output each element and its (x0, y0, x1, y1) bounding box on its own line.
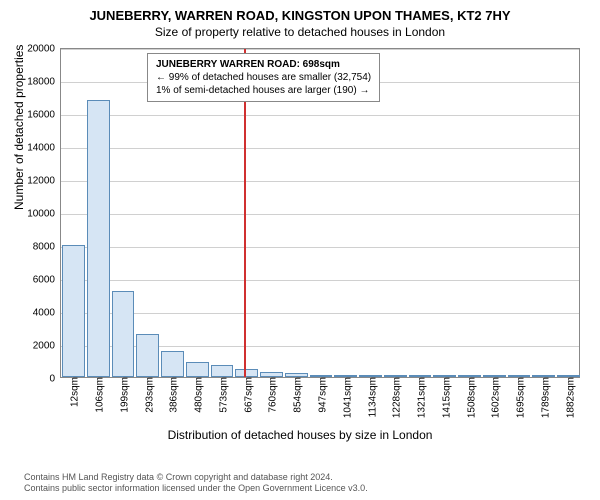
annotation-title: JUNEBERRY WARREN ROAD: 698sqm (156, 58, 371, 71)
x-tick-label: 386sqm (165, 377, 180, 413)
gridline (61, 181, 579, 182)
y-axis-label: Number of detached properties (12, 45, 26, 210)
annotation-line-2: 1% of semi-detached houses are larger (1… (156, 84, 371, 97)
gridline (61, 148, 579, 149)
y-tick-label: 8000 (33, 242, 61, 253)
x-axis-label: Distribution of detached houses by size … (0, 428, 600, 442)
y-tick-label: 14000 (27, 143, 61, 154)
x-tick-label: 1415sqm (437, 377, 452, 418)
x-tick-label: 667sqm (239, 377, 254, 413)
histogram-bar (136, 334, 159, 377)
histogram-bar (186, 362, 209, 377)
footer-attribution: Contains HM Land Registry data © Crown c… (24, 472, 368, 495)
footer-line-2: Contains public sector information licen… (24, 483, 368, 494)
x-tick-label: 947sqm (314, 377, 329, 413)
histogram-bar (161, 351, 184, 377)
x-tick-label: 1508sqm (462, 377, 477, 418)
gridline (61, 247, 579, 248)
x-tick-label: 480sqm (190, 377, 205, 413)
plot-area: 0200040006000800010000120001400016000180… (60, 48, 580, 378)
y-tick-label: 6000 (33, 275, 61, 286)
y-tick-label: 12000 (27, 176, 61, 187)
y-tick-label: 2000 (33, 341, 61, 352)
footer-line-1: Contains HM Land Registry data © Crown c… (24, 472, 368, 483)
y-tick-label: 18000 (27, 77, 61, 88)
chart-title-sub: Size of property relative to detached ho… (0, 23, 600, 39)
x-tick-label: 760sqm (264, 377, 279, 413)
y-tick-label: 20000 (27, 44, 61, 55)
x-tick-label: 1321sqm (413, 377, 428, 418)
x-tick-label: 106sqm (91, 377, 106, 413)
gridline (61, 49, 579, 50)
y-tick-label: 16000 (27, 110, 61, 121)
histogram-bar (235, 369, 258, 377)
y-tick-label: 0 (49, 374, 61, 385)
gridline (61, 115, 579, 116)
histogram-bar (87, 100, 110, 377)
x-tick-label: 1134sqm (363, 377, 378, 417)
y-tick-label: 4000 (33, 308, 61, 319)
x-tick-label: 1228sqm (388, 377, 403, 418)
x-tick-label: 1602sqm (487, 377, 502, 418)
annotation-line-1: ← 99% of detached houses are smaller (32… (156, 71, 371, 84)
x-tick-label: 293sqm (140, 377, 155, 413)
x-tick-label: 1882sqm (561, 377, 576, 418)
histogram-bar (211, 365, 234, 377)
x-tick-label: 12sqm (66, 377, 81, 407)
chart-title-main: JUNEBERRY, WARREN ROAD, KINGSTON UPON TH… (0, 0, 600, 23)
gridline (61, 280, 579, 281)
annotation-box: JUNEBERRY WARREN ROAD: 698sqm← 99% of de… (147, 53, 380, 102)
x-tick-label: 1695sqm (512, 377, 527, 418)
histogram-bar (112, 291, 135, 377)
histogram-bar (62, 245, 85, 377)
gridline (61, 214, 579, 215)
x-tick-label: 1041sqm (338, 377, 353, 418)
x-tick-label: 1789sqm (536, 377, 551, 418)
y-tick-label: 10000 (27, 209, 61, 220)
x-tick-label: 199sqm (115, 377, 130, 413)
gridline (61, 313, 579, 314)
chart-area: 0200040006000800010000120001400016000180… (60, 48, 580, 378)
x-tick-label: 573sqm (214, 377, 229, 413)
x-tick-label: 854sqm (289, 377, 304, 413)
